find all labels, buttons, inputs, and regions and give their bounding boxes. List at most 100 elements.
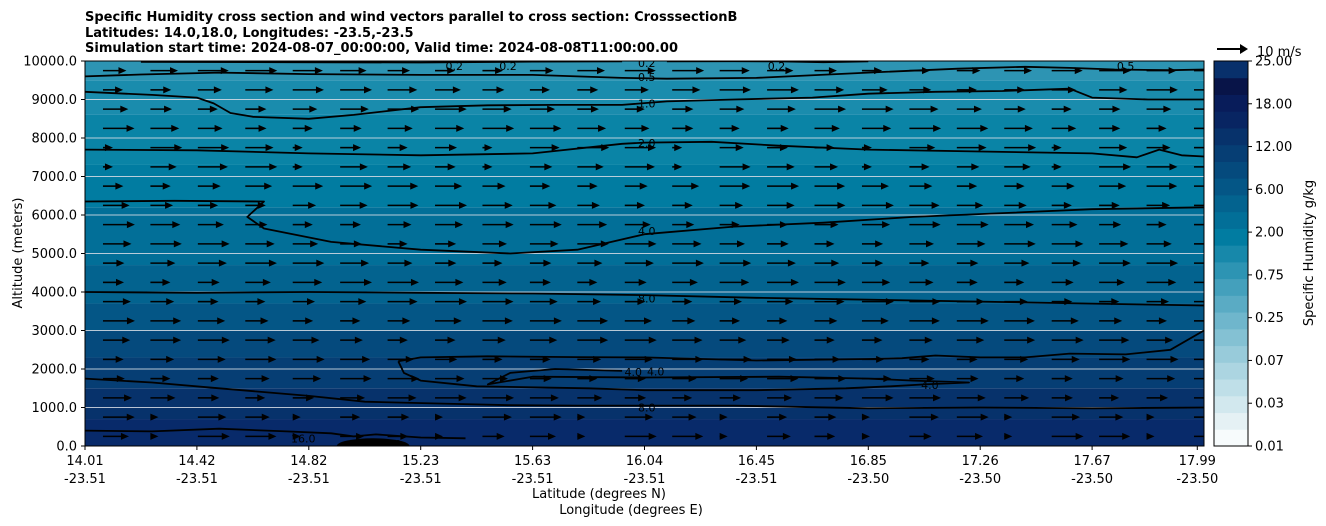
wind-vector [435, 163, 456, 171]
wind-vector [767, 86, 799, 94]
wind-vector [577, 278, 598, 286]
wind-vector [624, 432, 657, 440]
contour-label: 4.0 [625, 366, 643, 379]
wind-vector [1004, 144, 1037, 152]
wind-vector [1194, 320, 1204, 322]
wind-vector [672, 432, 704, 440]
wind-vector [767, 240, 789, 248]
wind-vector [197, 259, 227, 267]
wind-vector [577, 317, 609, 325]
colorbar-segment [1214, 395, 1248, 414]
wind-vector [956, 105, 982, 113]
wind-vector [1146, 163, 1178, 171]
wind-vector [340, 336, 363, 344]
wind-vector [624, 67, 656, 75]
x-tick-label-lon: -23.51 [288, 472, 330, 487]
wind-vector [624, 86, 649, 94]
humidity-band-8 [85, 114, 1204, 165]
wind-vector [529, 201, 557, 209]
wind-vector [814, 317, 838, 325]
wind-vector [624, 144, 657, 152]
contour-label: 16.0 [291, 432, 316, 445]
wind-vector [767, 317, 788, 325]
wind-vector [956, 240, 986, 248]
wind-vector [387, 336, 408, 344]
wind-vector [909, 182, 933, 190]
x-axis-label-latitude: Latitude (degrees N) [532, 487, 666, 502]
wind-vector [197, 144, 230, 152]
wind-vector [340, 201, 368, 209]
wind-vector [1051, 355, 1080, 363]
wind-vector [814, 67, 837, 75]
wind-vector [577, 336, 609, 344]
wind-vector [814, 278, 846, 286]
wind-vector [529, 432, 556, 440]
wind-vector [577, 394, 603, 402]
wind-vector [1051, 375, 1073, 383]
x-tick-label-lon: -23.51 [735, 472, 777, 487]
wind-vector [767, 298, 794, 306]
wind-vector [292, 375, 322, 383]
wind-vector [1099, 86, 1128, 94]
quiver-key: 10 m/s [1217, 44, 1302, 60]
wind-vector [1146, 432, 1155, 440]
x-axis: 14.01 -23.51 14.42 -23.51 14.82 -23.51 15.23 -2… [64, 446, 1218, 487]
wind-vector [245, 336, 276, 344]
wind-vector [150, 375, 171, 383]
contour-label: 0.5 [638, 71, 656, 84]
wind-vector [387, 144, 408, 152]
wind-vector [1146, 394, 1169, 402]
wind-vector [909, 336, 933, 344]
contour-label: 4.0 [921, 379, 939, 392]
wind-vector [1194, 185, 1204, 187]
wind-vector [1146, 240, 1172, 248]
y-tick-label: 10000.0 [23, 55, 77, 70]
wind-vector [482, 317, 513, 325]
wind-vector [245, 375, 270, 383]
wind-vector [624, 124, 650, 132]
wind-vector [1146, 221, 1167, 229]
colorbar-segment [1214, 194, 1248, 213]
wind-vector [292, 278, 323, 286]
contour-8.0 [85, 377, 1204, 410]
wind-vector [909, 105, 939, 113]
colorbar-segment [1214, 328, 1248, 347]
wind-vector [909, 240, 935, 248]
humidity-band-2 [85, 357, 1204, 389]
x-tick-label-lon: -23.50 [847, 472, 889, 487]
contour-4.0 [85, 199, 1204, 255]
wind-vector [529, 298, 558, 306]
wind-vector [767, 413, 788, 421]
wind-vector [624, 259, 654, 267]
wind-vector [672, 201, 693, 209]
wind-vector [814, 336, 835, 344]
wind-vector [1194, 69, 1204, 72]
wind-vector [624, 336, 657, 344]
wind-vector [861, 105, 894, 113]
colorbar-tick-label: 0.25 [1255, 311, 1284, 326]
wind-vector [102, 240, 132, 248]
wind-vector [102, 105, 129, 113]
wind-vector [767, 163, 795, 171]
wind-vector [435, 375, 465, 383]
wind-vector [102, 259, 125, 267]
wind-vector [292, 182, 324, 190]
wind-vector [529, 144, 560, 152]
wind-vector [197, 355, 226, 363]
wind-vector [482, 394, 515, 402]
wind-vector [435, 298, 467, 306]
wind-vector [672, 221, 695, 229]
wind-vector [340, 86, 373, 94]
wind-vector [767, 182, 800, 190]
wind-vector [624, 240, 657, 248]
wind-vector [1099, 144, 1128, 152]
wind-vector [102, 67, 127, 75]
wind-vector [814, 124, 840, 132]
contour-2.0 [85, 140, 1204, 159]
wind-vector [814, 163, 839, 171]
wind-vector [1146, 375, 1176, 383]
wind-vector [767, 259, 796, 267]
wind-vector [102, 355, 124, 363]
wind-vector [1004, 163, 1031, 171]
wind-vector [245, 317, 269, 325]
